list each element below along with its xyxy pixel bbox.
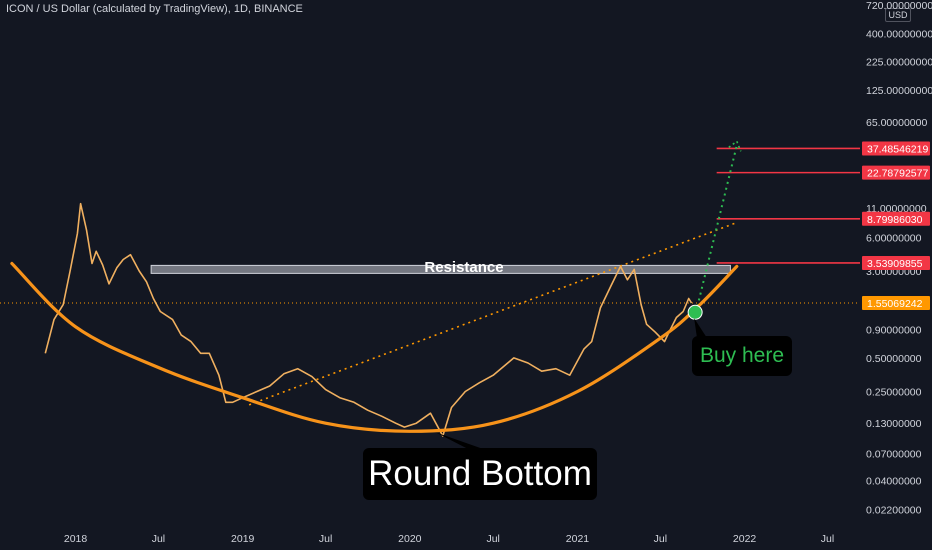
buy-point-marker (687, 304, 703, 320)
time-axis-label: 2022 (733, 533, 757, 545)
round-bottom-callout: Round Bottom (363, 448, 597, 500)
price-axis-label: 400.00000000 (866, 29, 932, 41)
round-bottom-curve (10, 261, 739, 433)
buy-callout-pointer (694, 318, 707, 338)
time-axis-label: Jul (319, 533, 332, 545)
price-axis-label: 720.00000000 (866, 0, 932, 12)
price-series-line (44, 202, 693, 437)
price-tag-label: 1.55069242 (867, 298, 923, 310)
price-tag (862, 165, 930, 180)
price-axis-label: 0.13000000 (866, 418, 922, 430)
price-axis-label: 125.00000000 (866, 85, 932, 97)
price-axis-label: 0.50000000 (866, 353, 922, 365)
chart-title: ICON / US Dollar (calculated by TradingV… (6, 3, 303, 15)
projection-line (696, 145, 738, 307)
price-tag (862, 255, 930, 270)
price-axis-label: 0.90000000 (866, 324, 922, 336)
price-tag-label: 8.79986030 (867, 214, 923, 226)
price-axis-label: 0.07000000 (866, 448, 922, 460)
time-axis-label: 2020 (398, 533, 422, 545)
price-tag (862, 295, 930, 310)
time-axis-label: Jul (486, 533, 499, 545)
price-tag-label: 3.53909855 (867, 258, 923, 270)
price-tag (862, 211, 930, 226)
time-axis-label: Jul (821, 533, 834, 545)
price-axis-label: 6.00000000 (866, 232, 922, 244)
time-axis-label: Jul (654, 533, 667, 545)
projection-arrowhead (728, 140, 742, 152)
round-bottom-callout-pointer (435, 432, 486, 450)
price-axis-label: 0.04000000 (866, 475, 922, 487)
currency-badge[interactable]: USD (885, 8, 911, 22)
resistance-label: Resistance (424, 259, 504, 276)
resistance-band (150, 264, 731, 274)
price-axis-label: 225.00000000 (866, 57, 932, 69)
price-axis-label: 0.25000000 (866, 387, 922, 399)
time-axis-label: Jul (152, 533, 165, 545)
price-axis-label: 0.02200000 (866, 504, 922, 516)
price-axis-label: 65.00000000 (866, 117, 927, 129)
time-axis-label: 2021 (566, 533, 590, 545)
time-axis-label: 2019 (231, 533, 255, 545)
price-tag (862, 141, 930, 156)
trend-line (248, 222, 735, 406)
price-tag-label: 37.48546219 (867, 143, 928, 155)
buy-here-callout: Buy here (692, 336, 792, 376)
price-tag-label: 22.78792577 (867, 168, 928, 180)
time-axis-label: 2018 (64, 533, 88, 545)
